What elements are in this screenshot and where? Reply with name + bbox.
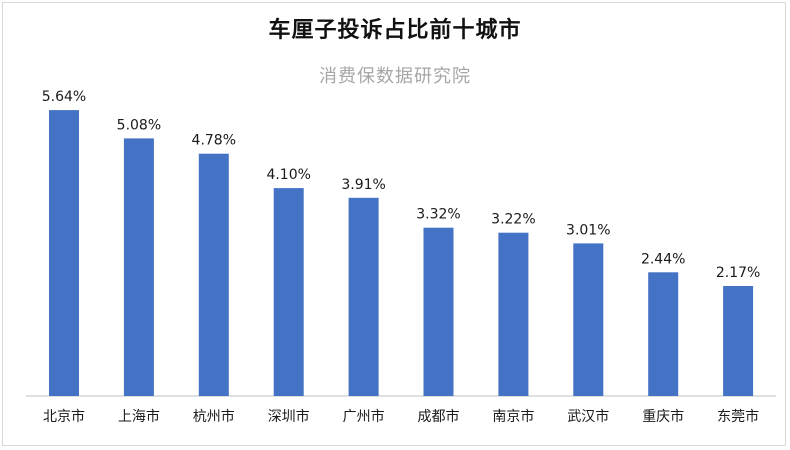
bar-1 xyxy=(49,110,79,396)
value-label-6: 3.32% xyxy=(416,207,460,223)
value-label-2: 5.08% xyxy=(117,117,161,133)
bar-3 xyxy=(198,153,229,396)
bar-6 xyxy=(423,227,454,396)
bar-4 xyxy=(273,188,304,396)
value-label-8: 3.01% xyxy=(566,222,610,238)
category-label-4: 深圳市 xyxy=(268,408,310,425)
value-label-3: 4.78% xyxy=(192,133,236,149)
bar-7 xyxy=(498,232,529,396)
bar-10 xyxy=(723,286,754,396)
watermark-text: 消费保数据研究院 xyxy=(319,66,471,87)
value-label-7: 3.22% xyxy=(491,212,535,228)
category-label-1: 北京市 xyxy=(43,408,85,425)
category-label-5: 广州市 xyxy=(343,408,385,425)
category-label-2: 上海市 xyxy=(118,408,160,425)
value-label-10: 2.17% xyxy=(716,265,760,281)
value-label-5: 3.91% xyxy=(341,177,385,193)
category-label-3: 杭州市 xyxy=(193,408,235,425)
bar-2 xyxy=(123,138,154,396)
category-label-8: 武汉市 xyxy=(567,408,609,425)
category-label-7: 南京市 xyxy=(492,408,534,425)
value-label-4: 4.10% xyxy=(266,167,310,183)
value-label-1: 5.64% xyxy=(42,89,86,105)
chart-title: 车厘子投诉占比前十城市 xyxy=(268,18,522,43)
value-label-9: 2.44% xyxy=(641,251,685,267)
bar-5 xyxy=(348,197,379,396)
category-label-10: 东莞市 xyxy=(717,408,759,425)
bar-9 xyxy=(648,272,679,396)
bar-8 xyxy=(573,243,604,396)
category-label-9: 重庆市 xyxy=(642,408,684,425)
category-label-6: 成都市 xyxy=(418,408,460,425)
